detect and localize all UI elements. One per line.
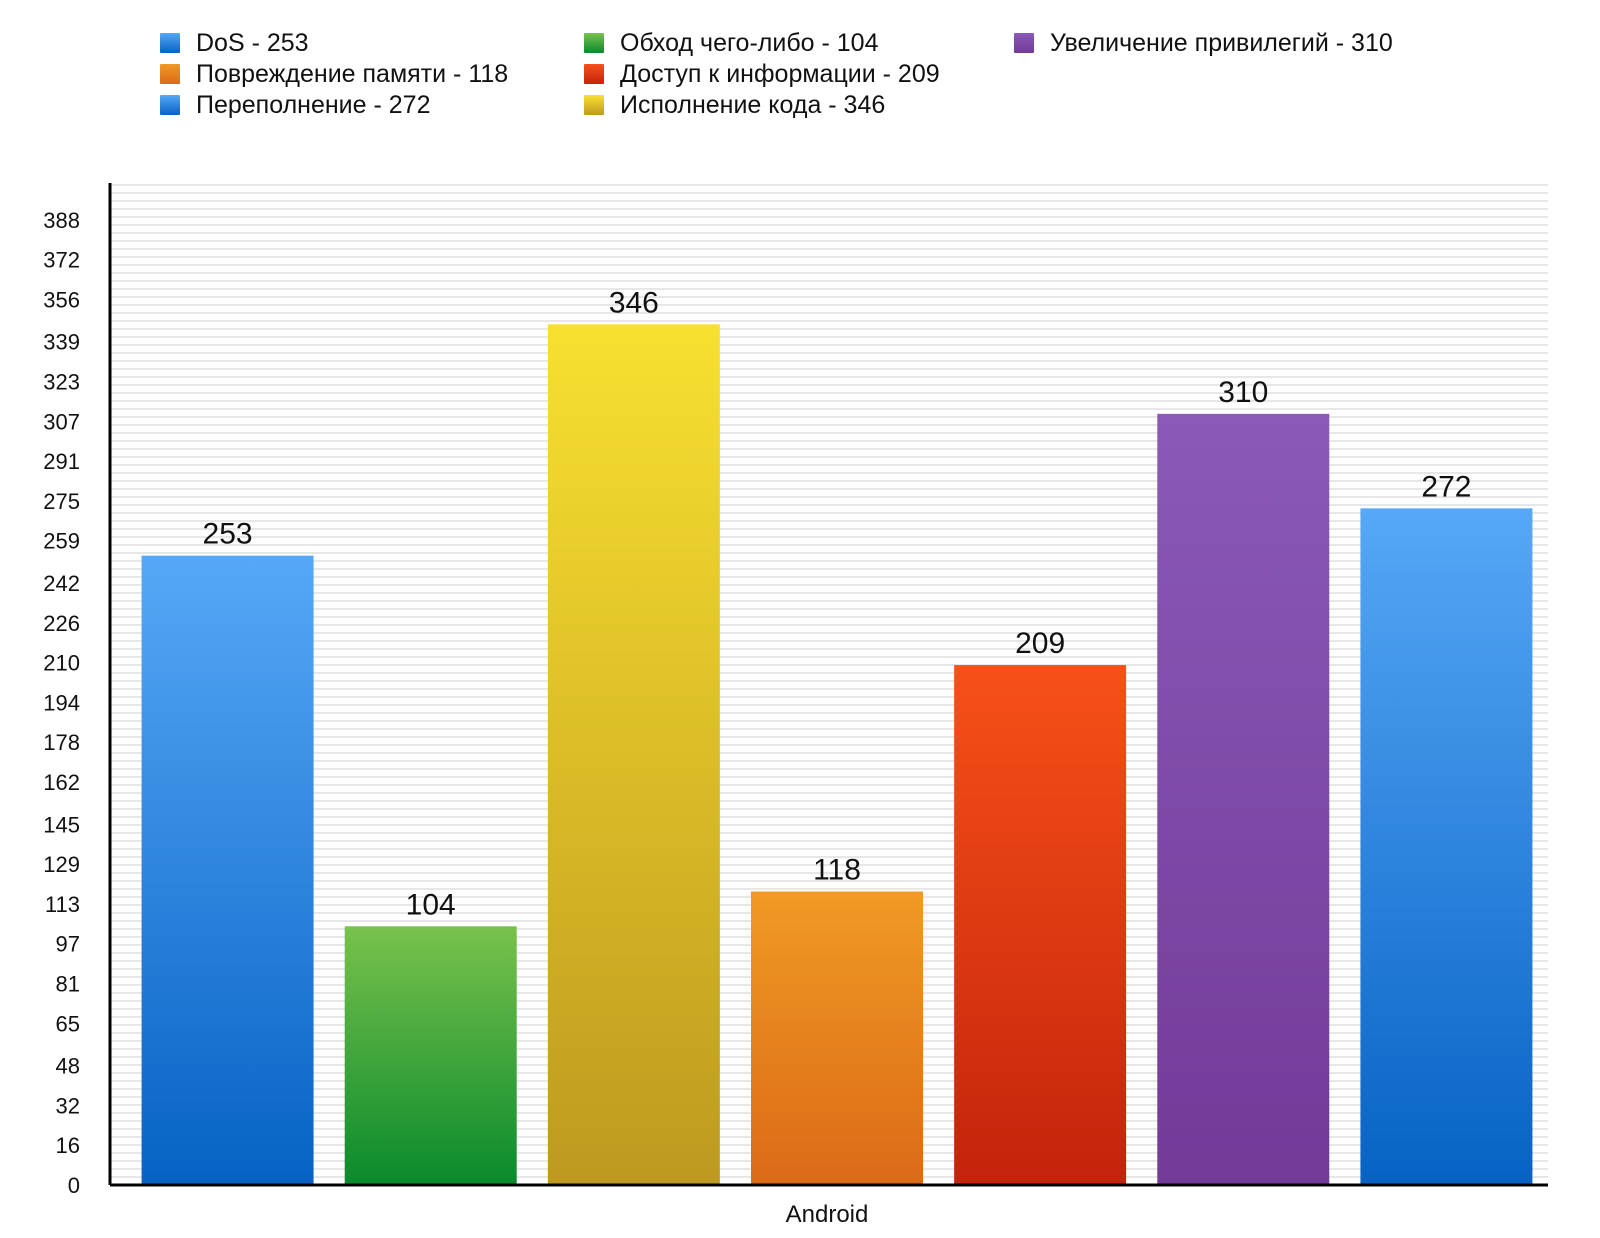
- legend-label: Повреждение памяти - 118: [196, 59, 509, 88]
- legend-swatch: [1014, 33, 1034, 53]
- legend-label: Увеличение привилегий - 310: [1050, 28, 1393, 57]
- bar-3: [751, 891, 923, 1185]
- legend-swatch: [160, 95, 180, 115]
- y-axis-ticks: 0 16 32 48 65 81 97 113 129 145 162 178 194 210 226 242…: [43, 208, 80, 1198]
- y-tick-label: 388: [43, 208, 80, 233]
- legend-item: Исполнение кода - 346: [584, 90, 885, 120]
- bar-5: [1157, 413, 1330, 1185]
- y-tick-label: 339: [43, 330, 80, 355]
- bar-value-label: 104: [406, 888, 456, 921]
- legend-label: Обход чего-либо - 104: [620, 28, 879, 57]
- legend-swatch: [160, 33, 180, 53]
- y-tick-label: 162: [43, 770, 80, 795]
- bar-0: [141, 555, 314, 1185]
- legend-swatch: [584, 33, 604, 53]
- y-tick-label: 65: [56, 1011, 80, 1036]
- y-tick-label: 356: [43, 287, 80, 312]
- y-tick-label: 275: [43, 489, 80, 514]
- y-tick-label: 259: [43, 529, 80, 554]
- legend-label: Исполнение кода - 346: [620, 90, 886, 119]
- bar-2: [547, 324, 720, 1186]
- legend-item: Доступ к информации - 209: [584, 59, 940, 89]
- bar-value-label: 253: [203, 518, 253, 551]
- legend-item: DoS - 253: [160, 28, 309, 58]
- legend-swatch: [584, 64, 604, 84]
- y-tick-label: 129: [43, 852, 80, 877]
- legend-swatch: [584, 95, 604, 115]
- bar-value-label: 310: [1218, 376, 1268, 409]
- chart-legend: DoS - 253 Повреждение памяти - 118 Перепол…: [160, 28, 1460, 128]
- y-tick-label: 323: [43, 370, 80, 395]
- y-tick-label: 0: [68, 1173, 80, 1198]
- y-tick-label: 307: [43, 409, 80, 434]
- legend-item: Повреждение памяти - 118: [160, 59, 508, 89]
- y-tick-label: 97: [56, 932, 80, 957]
- axes: [108, 183, 1548, 1187]
- y-tick-label: 32: [56, 1093, 80, 1118]
- y-tick-label: 16: [56, 1133, 80, 1158]
- bar-value-label: 118: [813, 853, 861, 886]
- y-tick-label: 210: [43, 651, 80, 676]
- legend-label: Доступ к информации - 209: [620, 59, 940, 88]
- legend-item: Обход чего-либо - 104: [584, 28, 878, 58]
- bar-1: [344, 926, 517, 1185]
- legend-label: DoS - 253: [196, 28, 309, 57]
- legend-label: Переполнение - 272: [196, 90, 431, 119]
- y-tick-label: 242: [43, 571, 80, 596]
- y-tick-label: 291: [43, 449, 80, 474]
- legend-swatch: [160, 64, 180, 84]
- legend-item: Увеличение привилегий - 310: [1014, 28, 1393, 58]
- bar-value-label: 272: [1421, 470, 1471, 503]
- y-tick-label: 48: [56, 1054, 80, 1079]
- y-tick-label: 226: [43, 611, 80, 636]
- bar-6: [1360, 508, 1533, 1186]
- y-tick-label: 372: [43, 248, 80, 273]
- bar-4: [954, 665, 1127, 1185]
- y-tick-label: 145: [43, 812, 80, 837]
- y-tick-label: 178: [43, 730, 80, 755]
- bars: 253 104 346 118 209 310 272: [141, 286, 1533, 1186]
- bar-value-label: 209: [1015, 627, 1065, 660]
- legend-item: Переполнение - 272: [160, 90, 430, 120]
- y-tick-label: 113: [45, 892, 80, 917]
- bar-value-label: 346: [609, 286, 659, 319]
- y-tick-label: 194: [43, 690, 80, 715]
- x-axis-label: Android: [786, 1201, 869, 1228]
- y-tick-label: 81: [56, 972, 80, 997]
